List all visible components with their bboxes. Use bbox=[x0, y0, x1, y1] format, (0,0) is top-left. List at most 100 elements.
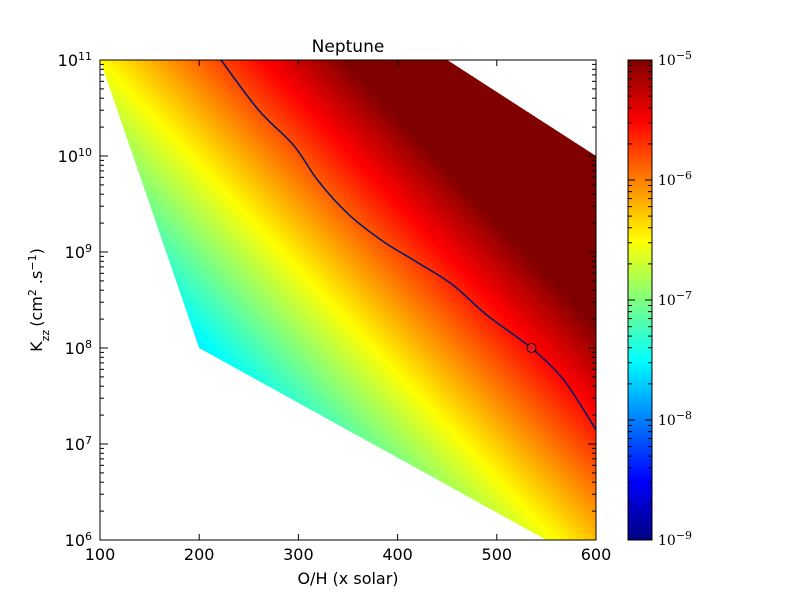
heatmap-cell bbox=[228, 88, 233, 93]
heatmap-cell bbox=[244, 60, 249, 65]
heatmap-cell bbox=[116, 300, 121, 305]
heatmap-cell bbox=[264, 64, 269, 69]
heatmap-cell bbox=[116, 508, 121, 513]
heatmap-cell bbox=[124, 316, 129, 321]
heatmap-cell bbox=[144, 212, 149, 217]
heatmap-cell bbox=[132, 104, 137, 109]
heatmap-cell bbox=[180, 440, 185, 445]
heatmap-cell bbox=[240, 248, 245, 253]
heatmap-cell bbox=[124, 436, 129, 441]
heatmap-cell bbox=[208, 416, 213, 421]
heatmap-cell bbox=[104, 464, 109, 469]
heatmap-cell bbox=[156, 472, 161, 477]
heatmap-cell bbox=[132, 324, 137, 329]
heatmap-cell bbox=[240, 408, 245, 413]
heatmap-cell bbox=[188, 160, 193, 165]
heatmap-cell bbox=[168, 448, 173, 453]
heatmap-cell bbox=[164, 376, 169, 381]
heatmap-cell bbox=[100, 416, 105, 421]
heatmap-cell bbox=[148, 316, 153, 321]
heatmap-cell bbox=[256, 312, 261, 317]
heatmap-cell bbox=[220, 348, 225, 353]
heatmap-cell bbox=[248, 356, 253, 361]
heatmap-cell bbox=[128, 228, 133, 233]
heatmap-cell bbox=[116, 228, 121, 233]
heatmap-cell bbox=[212, 112, 217, 117]
heatmap-cell bbox=[124, 352, 129, 357]
heatmap-cell bbox=[148, 268, 153, 273]
heatmap-cell bbox=[200, 452, 205, 457]
heatmap-cell bbox=[156, 188, 161, 193]
heatmap-cell bbox=[112, 120, 117, 125]
heatmap-cell bbox=[196, 392, 201, 397]
heatmap-cell bbox=[172, 108, 177, 113]
heatmap-cell bbox=[228, 276, 233, 281]
heatmap-cell bbox=[136, 316, 141, 321]
heatmap-cell bbox=[196, 144, 201, 149]
heatmap-cell bbox=[164, 484, 169, 489]
heatmap-cell bbox=[176, 76, 181, 81]
heatmap-cell bbox=[196, 68, 201, 73]
heatmap-cell bbox=[164, 428, 169, 433]
heatmap-cell bbox=[132, 196, 137, 201]
heatmap-cell bbox=[116, 72, 121, 77]
heatmap-cell bbox=[172, 532, 177, 537]
heatmap-cell bbox=[264, 336, 269, 341]
heatmap-cell bbox=[212, 464, 217, 469]
heatmap-cell bbox=[196, 184, 201, 189]
heatmap-cell bbox=[152, 296, 157, 301]
heatmap-cell bbox=[152, 276, 157, 281]
heatmap-cell bbox=[116, 368, 121, 373]
heatmap-cell bbox=[156, 176, 161, 181]
heatmap-cell bbox=[244, 128, 249, 133]
heatmap-cell bbox=[256, 120, 261, 125]
heatmap-cell bbox=[184, 288, 189, 293]
heatmap-cell bbox=[172, 516, 177, 521]
heatmap-cell bbox=[172, 272, 177, 277]
heatmap-cell bbox=[192, 104, 197, 109]
heatmap-cell bbox=[216, 420, 221, 425]
heatmap-cell bbox=[160, 336, 165, 341]
heatmap-cell bbox=[128, 368, 133, 373]
heatmap-cell bbox=[224, 76, 229, 81]
heatmap-cell bbox=[168, 268, 173, 273]
heatmap-cell bbox=[248, 384, 253, 389]
heatmap-cell bbox=[172, 80, 177, 85]
heatmap-cell bbox=[232, 448, 237, 453]
heatmap-cell bbox=[240, 308, 245, 313]
heatmap-cell bbox=[144, 516, 149, 521]
heatmap-cell bbox=[176, 396, 181, 401]
heatmap-cell bbox=[176, 336, 181, 341]
heatmap-cell bbox=[232, 524, 237, 529]
heatmap-cell bbox=[100, 276, 105, 281]
heatmap-cell bbox=[260, 516, 265, 521]
heatmap-cell bbox=[256, 100, 261, 105]
heatmap-cell bbox=[164, 156, 169, 161]
heatmap-cell bbox=[172, 116, 177, 121]
heatmap-cell bbox=[180, 316, 185, 321]
heatmap-cell bbox=[188, 484, 193, 489]
heatmap-cell bbox=[208, 276, 213, 281]
heatmap-cell bbox=[104, 472, 109, 477]
heatmap-cell bbox=[164, 220, 169, 225]
heatmap-cell bbox=[248, 232, 253, 237]
heatmap-cell bbox=[192, 476, 197, 481]
heatmap-cell bbox=[200, 304, 205, 309]
heatmap-cell bbox=[196, 468, 201, 473]
heatmap-cell bbox=[100, 140, 105, 145]
heatmap-cell bbox=[100, 196, 105, 201]
heatmap-cell bbox=[244, 332, 249, 337]
heatmap-cell bbox=[228, 396, 233, 401]
heatmap-cell bbox=[212, 96, 217, 101]
heatmap-cell bbox=[192, 468, 197, 473]
heatmap-cell bbox=[124, 68, 129, 73]
heatmap-cell bbox=[204, 364, 209, 369]
heatmap-cell bbox=[204, 432, 209, 437]
heatmap-cell bbox=[116, 268, 121, 273]
heatmap-cell bbox=[136, 64, 141, 69]
heatmap-cell bbox=[136, 448, 141, 453]
heatmap-cell bbox=[188, 260, 193, 265]
heatmap-cell bbox=[136, 144, 141, 149]
heatmap-cell bbox=[172, 228, 177, 233]
heatmap-cell bbox=[136, 268, 141, 273]
